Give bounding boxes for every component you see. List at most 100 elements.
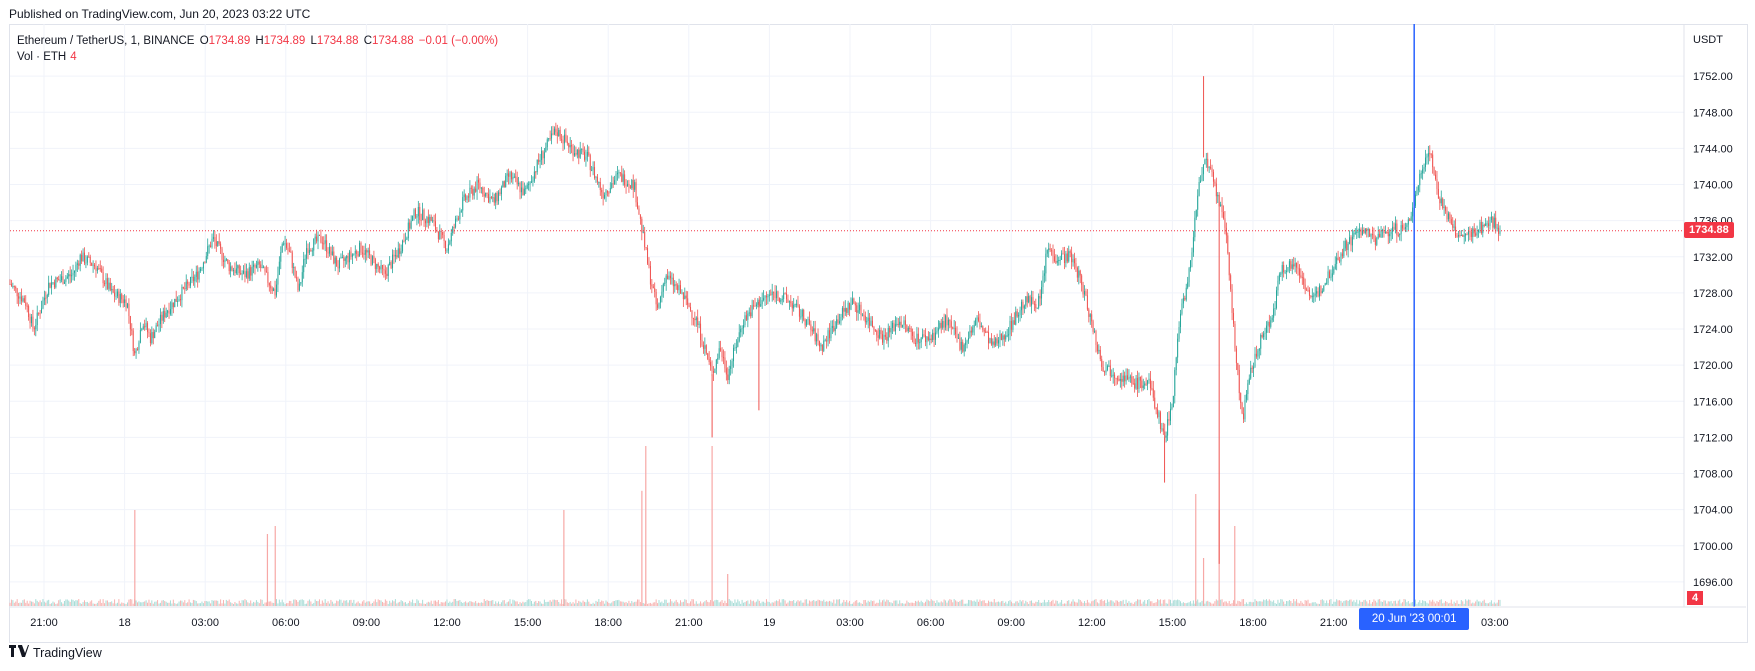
volume-legend: Vol · ETH 4 <box>17 51 77 63</box>
symbol-label[interactable]: Ethereum / TetherUS, 1, BINANCE <box>17 35 195 47</box>
candle-body <box>1078 270 1080 278</box>
volume-bar <box>1499 599 1501 606</box>
volume-bar <box>672 602 674 606</box>
candle-body <box>230 266 232 272</box>
volume-bar <box>1058 603 1060 606</box>
candle-body <box>1114 374 1116 379</box>
volume-bar <box>361 601 363 606</box>
volume-bar <box>1204 603 1206 606</box>
volume-bar <box>884 601 886 606</box>
volume-spike <box>645 446 647 606</box>
volume-bar <box>288 600 290 606</box>
volume-bar <box>912 602 914 606</box>
volume-bar <box>479 603 481 606</box>
volume-bar <box>926 599 928 606</box>
volume-bar <box>551 601 553 606</box>
candle-body <box>535 171 537 173</box>
volume-bar <box>566 602 568 606</box>
volume-bar <box>1139 599 1141 606</box>
volume-bar <box>710 600 712 606</box>
candle-body <box>1399 233 1401 236</box>
candle-body <box>445 240 447 251</box>
volume-bar <box>651 603 653 606</box>
volume-bar <box>1089 603 1091 606</box>
volume-bar <box>261 599 263 606</box>
volume-bar <box>1353 600 1355 606</box>
volume-bar <box>605 600 607 606</box>
volume-bar <box>171 603 173 606</box>
tradingview-logo-icon <box>9 645 29 660</box>
volume-bar <box>753 600 755 606</box>
volume-bar <box>1366 601 1368 606</box>
volume-bar <box>635 601 637 606</box>
candle-body <box>829 330 830 339</box>
volume-bar <box>1052 599 1054 606</box>
candle-body <box>281 244 283 253</box>
candle-body <box>936 330 938 333</box>
volume-bar <box>1350 599 1352 606</box>
candle-body <box>569 145 571 148</box>
volume-bar <box>1197 599 1199 606</box>
volume-bar <box>820 600 822 606</box>
volume-bar <box>55 603 57 606</box>
candle-body <box>283 243 285 245</box>
volume-bar <box>894 600 896 606</box>
volume-bar <box>73 601 75 606</box>
volume-bar <box>903 603 905 606</box>
candle-body <box>912 332 914 336</box>
volume-bar <box>701 603 703 606</box>
candle-body <box>1288 261 1290 268</box>
candle-body <box>217 241 219 247</box>
candle-body <box>1435 174 1437 180</box>
candle-body <box>214 237 216 242</box>
volume-bar <box>1303 603 1305 606</box>
candle-body <box>450 232 452 242</box>
candle-body <box>1210 167 1212 169</box>
volume-bar <box>1393 600 1395 606</box>
volume-bar <box>1493 602 1495 606</box>
candle-body <box>1056 260 1058 263</box>
candle-body <box>13 286 15 288</box>
volume-bar <box>1435 603 1437 606</box>
volume-bar <box>1046 602 1048 606</box>
candle-body <box>1092 321 1094 332</box>
x-tick-label: 03:00 <box>191 617 219 629</box>
volume-bar <box>16 599 18 606</box>
candle-body <box>917 333 919 343</box>
volume-label[interactable]: Vol · ETH <box>17 51 67 63</box>
candle-body <box>1271 317 1273 321</box>
candle-body <box>96 268 98 271</box>
volume-bar <box>1066 600 1068 606</box>
volume-bar <box>953 599 955 606</box>
candle-body <box>1025 296 1027 306</box>
candle-body <box>1141 380 1143 388</box>
candle-body <box>523 188 525 196</box>
candle-body <box>419 206 421 220</box>
volume-bar <box>687 603 689 606</box>
volume-bar <box>473 602 475 606</box>
candle-body <box>1068 251 1070 262</box>
volume-bar <box>962 599 964 606</box>
candle-body <box>1486 223 1488 225</box>
volume-bar <box>72 599 74 606</box>
volume-bar <box>814 601 816 606</box>
candle-body <box>806 320 808 326</box>
candle-body <box>813 328 815 332</box>
volume-bar <box>158 603 160 606</box>
volume-bar <box>308 599 310 606</box>
candle-body <box>390 262 392 269</box>
candle-body <box>861 314 863 316</box>
volume-bar <box>149 602 151 606</box>
volume-bar <box>205 600 207 606</box>
candle-body <box>317 234 319 242</box>
volume-bar <box>704 601 706 606</box>
candle-body <box>960 341 962 350</box>
candle-body <box>383 268 385 271</box>
candle-body <box>545 147 547 153</box>
volume-bar <box>174 603 176 606</box>
candle-body <box>1350 237 1352 246</box>
candle-body <box>529 181 531 185</box>
volume-bar <box>705 599 707 606</box>
brand[interactable]: TradingView <box>9 645 102 660</box>
